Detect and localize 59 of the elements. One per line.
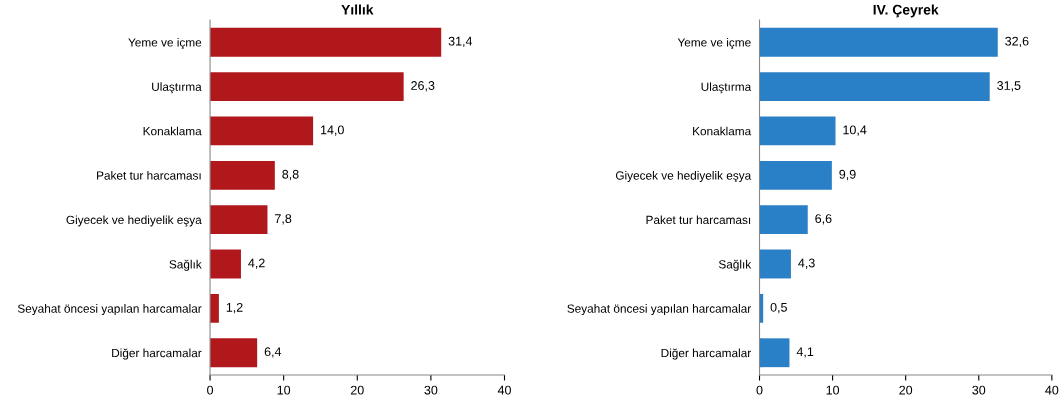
y-tick-label: Seyahat öncesi yapılan harcamalar bbox=[567, 304, 751, 316]
bar bbox=[759, 72, 990, 102]
x-tick-label: 10 bbox=[826, 385, 840, 395]
y-tick-label: Konaklama bbox=[143, 126, 202, 136]
x-tick-label: 30 bbox=[972, 385, 986, 395]
data-label: 10,4 bbox=[843, 125, 867, 136]
data-label: 4,1 bbox=[796, 347, 814, 358]
bar bbox=[759, 160, 832, 190]
data-label: 0,5 bbox=[770, 302, 787, 314]
bar bbox=[210, 160, 275, 190]
x-tick-label: 20 bbox=[350, 385, 364, 395]
y-tick-label: Giyecek ve hediyelik eşya bbox=[615, 171, 752, 183]
x-tick-label: 20 bbox=[899, 385, 913, 395]
y-tick-label: Giyecek ve hediyelik eşya bbox=[66, 215, 202, 227]
data-label: 9,9 bbox=[839, 169, 856, 181]
y-tick-label: Sağlık bbox=[169, 259, 202, 271]
data-label: 32,6 bbox=[1005, 36, 1029, 48]
y-tick-label: Ulaştırma bbox=[152, 82, 202, 94]
data-label: 1,2 bbox=[226, 302, 243, 314]
y-tick-label: Konaklama bbox=[693, 126, 752, 136]
data-label: 31,5 bbox=[997, 81, 1021, 92]
x-tick-label: 0 bbox=[756, 385, 763, 395]
bar bbox=[759, 249, 791, 279]
bar bbox=[210, 116, 314, 146]
data-label: 8,8 bbox=[282, 169, 299, 181]
y-tick-label: Ulaştırma bbox=[701, 82, 752, 94]
y-tick-label: Yeme ve içme bbox=[128, 37, 202, 50]
data-label: 6,4 bbox=[264, 347, 282, 358]
data-label: 7,8 bbox=[275, 214, 292, 225]
bar bbox=[210, 293, 219, 323]
data-label: 26,3 bbox=[411, 81, 435, 92]
chart-title: Yıllık bbox=[341, 4, 374, 15]
x-tick-label: 0 bbox=[207, 385, 214, 395]
chart-title: IV. Çeyrek bbox=[873, 4, 939, 18]
y-tick-label: Paket tur harcaması bbox=[646, 215, 751, 225]
y-tick-label: Yeme ve içme bbox=[677, 37, 751, 50]
y-tick-label: Diğer harcamalar bbox=[661, 348, 751, 360]
data-label: 14,0 bbox=[321, 125, 344, 136]
bar bbox=[210, 205, 268, 235]
bar bbox=[759, 116, 836, 146]
data-label: 4,2 bbox=[248, 258, 265, 269]
x-tick-label: 40 bbox=[497, 385, 511, 395]
data-label: 31,4 bbox=[448, 36, 473, 48]
y-tick-label: Diğer harcamalar bbox=[112, 348, 202, 360]
bar bbox=[210, 27, 442, 57]
y-tick-label: Paket tur harcaması bbox=[97, 171, 201, 180]
y-tick-label: Seyahat öncesi yapılan harcamalar bbox=[17, 304, 202, 316]
data-label: 6,6 bbox=[815, 214, 832, 225]
bar bbox=[759, 205, 808, 235]
x-tick-label: 30 bbox=[424, 385, 438, 395]
bar bbox=[759, 338, 790, 368]
bar bbox=[210, 249, 241, 279]
data-label: 4,3 bbox=[798, 258, 815, 269]
x-tick-label: 10 bbox=[277, 385, 291, 395]
bar bbox=[210, 338, 258, 368]
bar bbox=[759, 27, 998, 57]
bar bbox=[210, 72, 404, 102]
y-tick-label: Sağlık bbox=[718, 259, 752, 271]
x-tick-label: 40 bbox=[1045, 385, 1059, 395]
